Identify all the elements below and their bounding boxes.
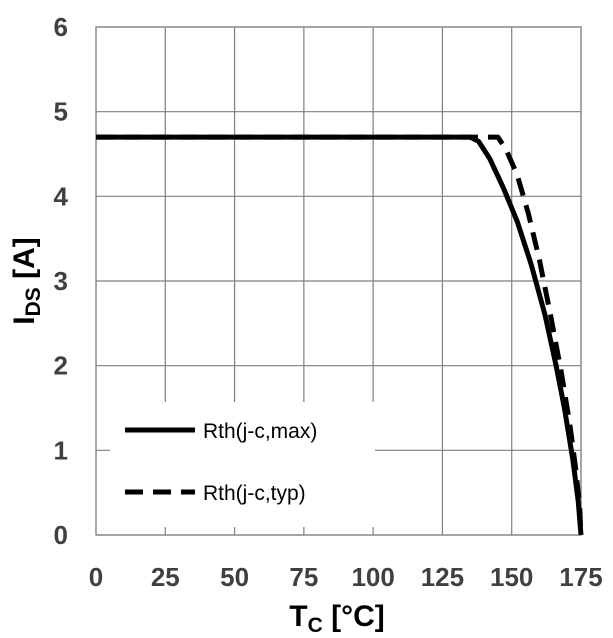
y-tick-label: 2 [54, 351, 68, 381]
x-tick-label: 175 [559, 562, 602, 592]
x-tick-label: 75 [289, 562, 318, 592]
legend-label-typ: Rth(j-c,typ) [203, 482, 306, 505]
y-axis-ticks: 0 1 2 3 4 5 6 [54, 12, 69, 550]
x-tick-label: 50 [220, 562, 249, 592]
legend [110, 402, 375, 527]
y-tick-label: 5 [54, 97, 68, 127]
legend-label-max: Rth(j-c,max) [203, 420, 317, 443]
x-axis-ticks: 0 25 50 75 100 125 150 175 [89, 562, 603, 592]
y-tick-label: 4 [54, 181, 69, 211]
series-line-typ [96, 134, 584, 536]
x-axis-title: TC [°C] [289, 600, 384, 637]
y-tick-label: 0 [54, 520, 68, 550]
y-axis-title: IDS [A] [8, 237, 45, 325]
y-tick-label: 6 [54, 12, 68, 42]
x-tick-label: 25 [151, 562, 180, 592]
x-tick-label: 0 [89, 562, 103, 592]
y-tick-label: 1 [54, 435, 68, 465]
y-tick-label: 3 [54, 266, 68, 296]
x-tick-label: 125 [421, 562, 464, 592]
x-tick-label: 150 [490, 562, 533, 592]
series-lines [96, 134, 584, 536]
x-tick-label: 100 [351, 562, 394, 592]
